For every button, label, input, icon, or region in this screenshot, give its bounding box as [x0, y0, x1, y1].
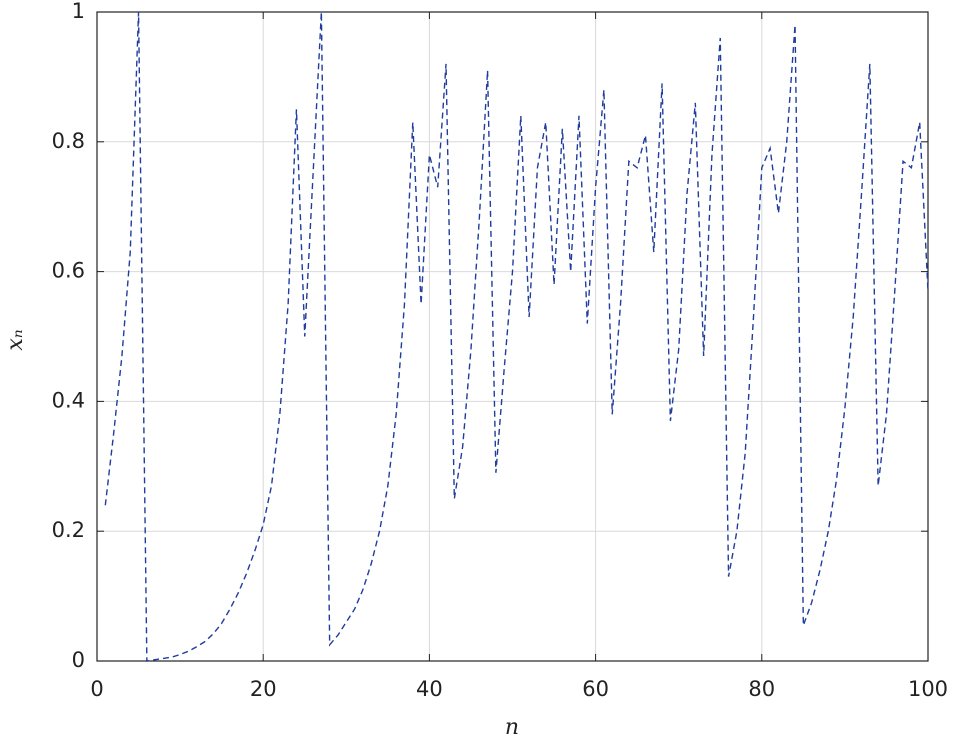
y-tick-label: 0.4	[52, 388, 85, 412]
x-tick-label: 80	[748, 677, 775, 701]
x-tick-label: 100	[908, 677, 948, 701]
y-tick-label: 0	[72, 648, 85, 672]
y-tick-label: 0.8	[52, 129, 85, 153]
y-tick-label: 0.6	[52, 259, 85, 283]
x-tick-label: 40	[416, 677, 443, 701]
y-tick-label: 1	[72, 0, 85, 23]
data-line	[104, 11, 929, 662]
y-tick-label: 0.2	[52, 518, 85, 542]
x-tick-label: 20	[250, 677, 277, 701]
x-tick-label: 60	[582, 677, 609, 701]
y-axis-label: xₙ	[3, 329, 28, 350]
x-tick-label: 0	[90, 677, 103, 701]
plot-frame	[96, 11, 929, 662]
x-axis-label: n	[505, 715, 519, 740]
